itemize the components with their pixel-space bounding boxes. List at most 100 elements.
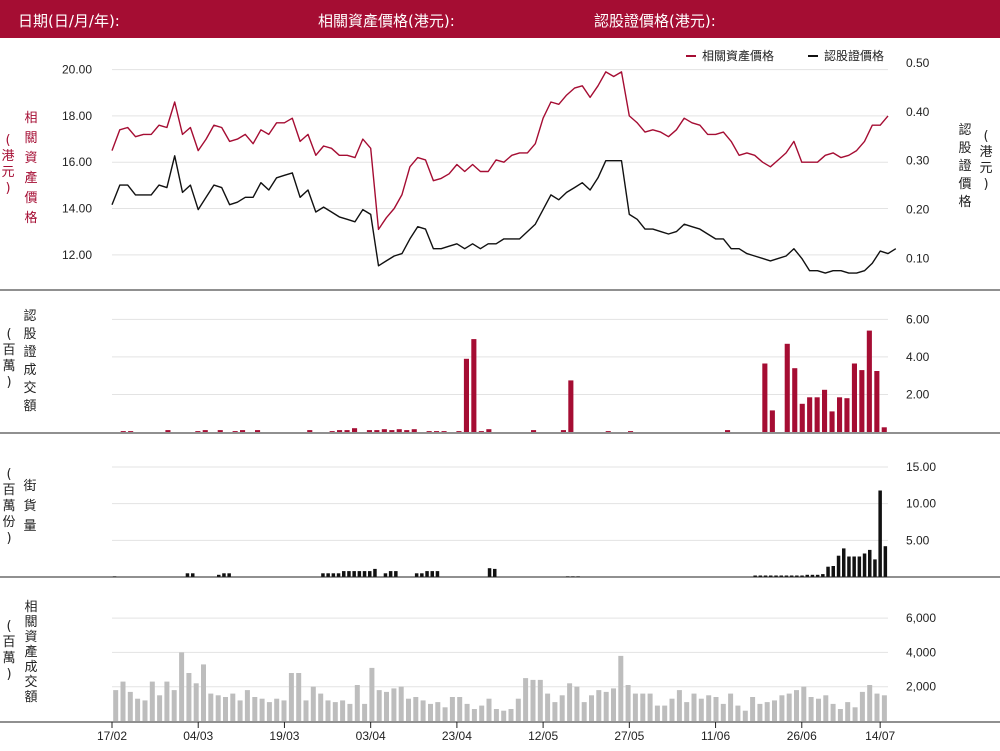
left-axis-tick-label: 18.00 [62,109,92,123]
warrant-price-label: 認股證價格(港元): [594,12,716,30]
right-axis-title-char: 股 [958,141,971,156]
bar-0 [120,431,126,432]
bar-axis-title-char: 交 [24,674,37,690]
bar-1 [795,575,799,577]
bar-2 [420,700,426,721]
bar-axis-tick-label: 6.00 [906,312,930,326]
bar-1 [763,575,768,577]
bar-2 [589,695,594,721]
bar-2 [647,693,653,721]
bar-2 [486,698,492,721]
bar-2 [406,698,411,721]
bar-2 [845,702,851,721]
bar-axis-title-char: 額 [23,399,36,414]
bar-2 [369,667,375,721]
bar-0 [128,431,134,432]
bar-2 [720,703,726,721]
bar-1 [414,573,419,577]
bar-1 [487,568,492,577]
bar-2 [881,695,887,721]
bar-2 [632,693,638,721]
bar-2 [428,703,433,721]
bar-0 [337,430,343,432]
bar-0 [217,430,223,432]
bar-2 [530,679,536,721]
bar-2 [757,703,763,721]
bar-1 [883,546,888,577]
bar-axis-title-char: 認 [23,308,36,324]
bar-0 [411,429,417,432]
bar-2 [508,709,514,721]
bar-0 [396,429,402,432]
bar-2 [552,702,558,721]
bar-0 [240,430,246,432]
bar-1 [774,575,778,577]
bar-2 [801,686,807,721]
bar-1 [821,574,825,577]
bar-2 [669,698,675,721]
bar-0 [255,430,261,432]
bar-1 [368,571,372,577]
bar-1 [435,571,440,577]
bar-2 [303,700,309,721]
right-axis-tick-label: 0.30 [906,154,930,168]
bar-2 [376,690,382,721]
x-axis-tick-label: 11/06 [701,729,730,743]
bar-2 [545,693,551,721]
left-axis-title-char: 相 [24,111,37,126]
x-axis-tick-label: 19/03 [269,729,299,743]
bar-2 [164,681,170,721]
bar-axis-unit-char: ) [6,667,11,682]
bar-1 [342,571,346,577]
bar-2 [362,703,368,721]
bar-2 [464,703,470,721]
bar-1 [394,571,398,577]
bar-0 [829,411,835,432]
series-line-left [111,71,889,231]
bar-2 [611,688,616,721]
bar-1 [331,573,336,577]
bar-1 [789,575,794,577]
bar-2 [654,705,660,721]
bar-2 [230,693,236,721]
bar-2 [171,690,177,721]
bar-axis-unit-char: 份 [2,515,15,530]
bar-axis-title-char: 貨 [23,498,36,514]
right-axis-tick-label: 0.40 [906,105,930,119]
bar-2 [501,710,507,721]
bar-axis-title-char: 量 [23,519,36,534]
bar-0 [165,430,171,432]
bar-1 [868,549,872,577]
bar-axis-unit-char: 百 [2,483,15,498]
right-axis-tick-label: 0.50 [906,56,930,70]
bar-1 [878,490,882,577]
bar-1 [810,574,815,577]
bar-2 [449,697,455,721]
bar-axis-unit-char: ) [6,531,11,546]
bar-0 [769,410,775,432]
bar-axis-tick-label: 2.00 [906,387,930,401]
bar-1 [336,573,341,577]
bar-axis-tick-label: 15.00 [906,460,936,474]
bar-2 [779,695,785,721]
bar-2 [684,702,690,721]
left-axis-tick-label: 16.00 [62,155,92,169]
bar-0 [762,363,768,432]
left-axis-tick-label: 12.00 [62,248,92,262]
bar-2 [808,697,814,721]
bar-axis-tick-label: 10.00 [906,497,936,511]
bar-2 [852,707,858,721]
bar-1 [362,571,367,577]
bar-1 [826,566,830,577]
bar-2 [676,690,682,721]
bar-1 [373,568,377,577]
bar-1 [383,573,388,577]
x-axis-tick-label: 12/05 [528,729,558,743]
bar-0 [352,428,358,432]
bar-2 [296,673,302,721]
bar-2 [867,685,873,721]
bar-2 [567,683,573,721]
right-axis-title-char: 價 [958,177,971,192]
bar-axis-title-char: 街 [23,479,36,494]
bar-axis-title-char: 資 [24,630,37,645]
